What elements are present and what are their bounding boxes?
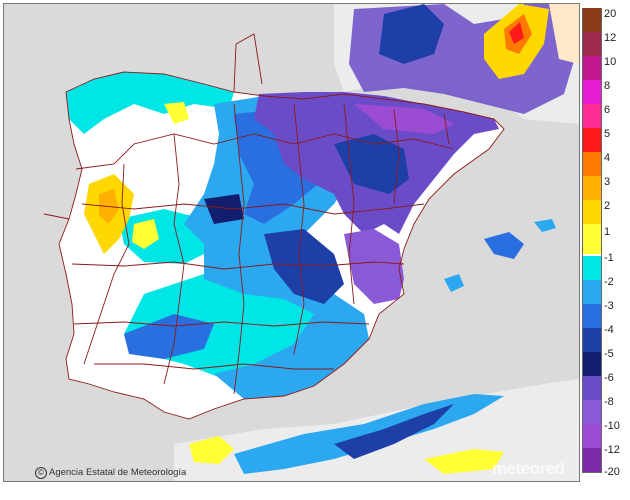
legend-swatch-5 (582, 128, 602, 152)
sistema-central-cold (204, 194, 244, 224)
legend-label-6: 6 (604, 104, 611, 116)
watermark-logo: meteored (492, 459, 565, 478)
north-coast-cold (66, 72, 234, 134)
north-warm-spot (164, 102, 189, 124)
legend-label-2: 2 (604, 200, 611, 212)
ibiza (444, 274, 464, 292)
pyrenees-purple (354, 104, 454, 134)
legend-swatch-1 (582, 224, 602, 254)
legend-swatch-8 (582, 80, 602, 104)
legend-label-minus-1: -1 (604, 252, 614, 264)
legend-swatch-4 (582, 152, 602, 176)
legend-label-8: 8 (604, 80, 611, 92)
legend-swatch-minus-4 (582, 304, 602, 328)
ceuta-warm (189, 436, 234, 464)
legend-swatch-10 (582, 56, 602, 80)
legend-label-minus-6: -6 (604, 372, 614, 384)
africa-warm-patch (424, 449, 504, 474)
legend-label-minus-3: -3 (604, 300, 614, 312)
france-hot-core (509, 22, 524, 44)
legend-label-10: 10 (604, 56, 617, 68)
iberian-system-dark (334, 134, 409, 194)
legend-label-12: 12 (604, 32, 617, 44)
legend-swatch-12 (582, 32, 602, 56)
legend-swatch-3 (582, 176, 602, 200)
legend-swatch-neutral (582, 254, 602, 256)
legend-label-minus-20: -20 (604, 466, 620, 478)
legend-swatch-minus-20 (582, 448, 602, 473)
legend-label-minus-5: -5 (604, 348, 614, 360)
legend-label-3: 3 (604, 176, 611, 188)
legend-label-1: 1 (604, 226, 611, 238)
valencia-purple (344, 229, 404, 304)
legend-label-4: 4 (604, 152, 611, 164)
mallorca (484, 232, 524, 259)
legend-swatch-minus-6 (582, 352, 602, 376)
la-mancha-dark-blue (264, 229, 344, 304)
legend-swatch-2 (582, 200, 602, 224)
iberia-map-graphic (4, 4, 579, 481)
france-deep-cold (379, 4, 444, 64)
legend-swatch-minus-3 (582, 280, 602, 304)
legend-label-minus-10: -10 (604, 420, 620, 432)
legend-swatch-20 (582, 8, 602, 32)
legend-label-minus-4: -4 (604, 324, 614, 336)
temperature-anomaly-map: © Agencia Estatal de Meteorología meteor… (3, 3, 580, 482)
africa-deep-cold-band (334, 404, 454, 459)
legend-label-5: 5 (604, 128, 611, 140)
legend-swatch-minus-10 (582, 400, 602, 424)
province-borders (43, 33, 505, 420)
legend-label-minus-2: -2 (604, 276, 614, 288)
west-warm-spot (132, 219, 159, 249)
credit-text: Agencia Estatal de Meteorología (49, 467, 187, 478)
legend-swatch-minus-8 (582, 376, 602, 400)
legend-label-minus-12: -12 (604, 444, 620, 456)
legend-swatch-minus-2 (582, 256, 602, 280)
andalusia-blue (124, 314, 214, 359)
color-legend: 20 12 10 8 6 5 4 3 2 1 -1 -2 -3 -4 -5 -6… (582, 8, 630, 478)
legend-label-minus-8: -8 (604, 396, 614, 408)
france-light-patch (549, 4, 579, 64)
copyright-icon: © (35, 467, 47, 479)
legend-swatch-minus-12 (582, 424, 602, 448)
legend-label-20: 20 (604, 8, 617, 20)
menorca (534, 219, 556, 232)
legend-swatch-minus-5 (582, 328, 602, 352)
legend-swatch-6 (582, 104, 602, 128)
